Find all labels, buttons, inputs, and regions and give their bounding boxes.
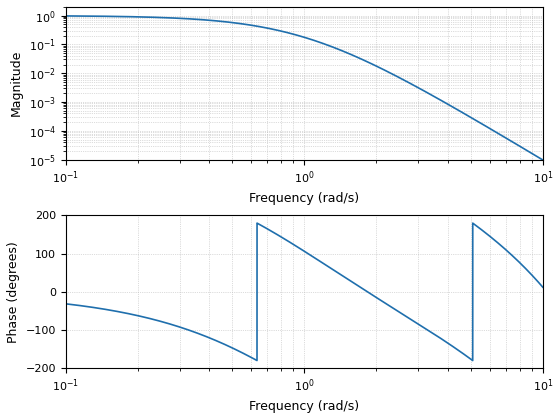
X-axis label: Frequency (rad/s): Frequency (rad/s) [249, 400, 360, 413]
Y-axis label: Phase (degrees): Phase (degrees) [7, 241, 20, 343]
Y-axis label: Magnitude: Magnitude [10, 50, 23, 116]
X-axis label: Frequency (rad/s): Frequency (rad/s) [249, 192, 360, 205]
